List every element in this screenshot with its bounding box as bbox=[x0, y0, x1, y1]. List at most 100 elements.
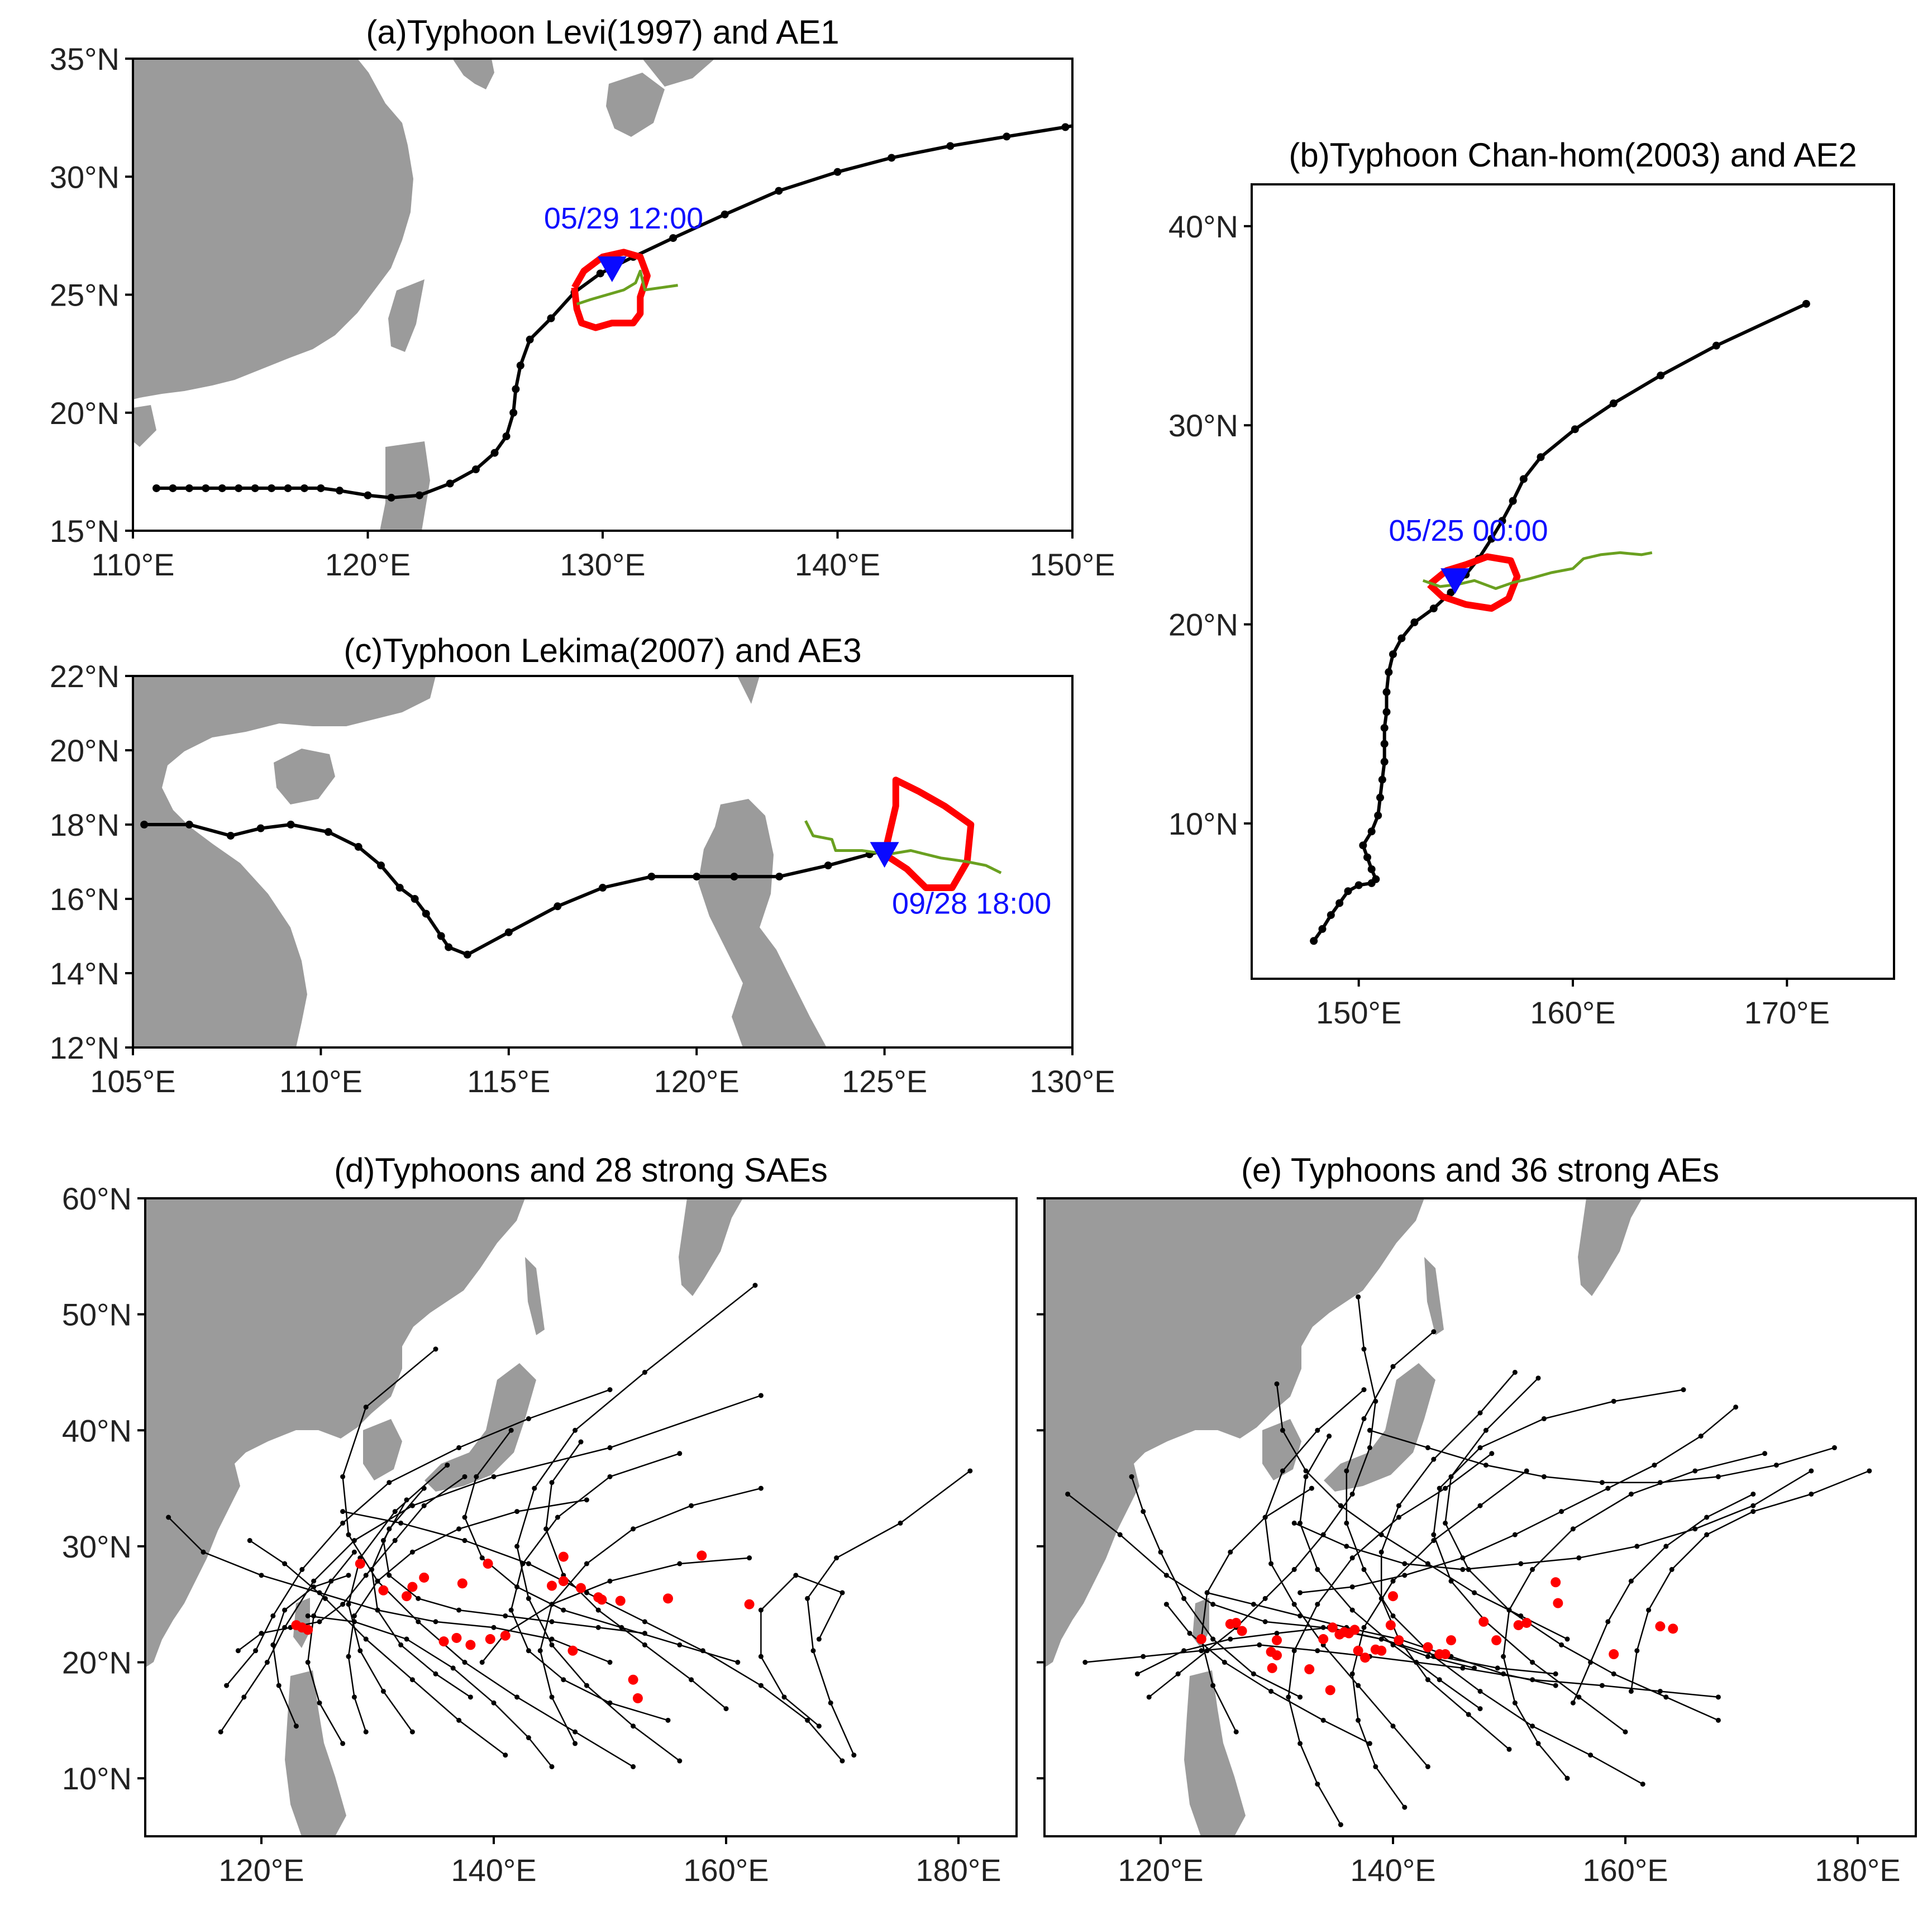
typhoon-track-point bbox=[888, 154, 896, 162]
typhoon-track-point bbox=[677, 1758, 683, 1764]
x-tick-label: 125°E bbox=[842, 1064, 927, 1099]
typhoon-track-point bbox=[758, 1393, 764, 1398]
typhoon-track-point bbox=[508, 1607, 514, 1613]
typhoon-track-point bbox=[824, 861, 832, 870]
axes-e: 120°E 140°E 160°E 180°E bbox=[1037, 1197, 1901, 1888]
typhoon-track-point bbox=[1257, 1642, 1262, 1647]
y-tick-label: 40°N bbox=[1168, 209, 1238, 244]
typhoon-track-point bbox=[1425, 1764, 1430, 1769]
land-luzon bbox=[380, 441, 430, 531]
typhoon-track-point bbox=[946, 142, 955, 150]
typhoon-track-point bbox=[502, 432, 511, 440]
typhoon-track-point bbox=[1158, 1549, 1163, 1555]
typhoon-track-point bbox=[1448, 1578, 1454, 1584]
typhoon-track-point bbox=[561, 1607, 566, 1613]
typhoon-track-point bbox=[1663, 1694, 1669, 1700]
typhoon-track-point bbox=[462, 1538, 468, 1544]
typhoon-track-point bbox=[642, 1619, 647, 1625]
typhoon-track-point bbox=[247, 1538, 252, 1544]
typhoon-track-point bbox=[1425, 1561, 1430, 1566]
typhoon-track-point bbox=[351, 1694, 357, 1700]
typhoon-track-point bbox=[967, 1468, 973, 1474]
typhoon-track-point bbox=[758, 1485, 764, 1491]
typhoon-track-point bbox=[398, 1642, 404, 1647]
typhoon-track-point bbox=[1640, 1782, 1645, 1787]
typhoon-track-point bbox=[642, 1369, 647, 1375]
typhoon-track-point bbox=[256, 824, 265, 832]
typhoon-track-point bbox=[512, 385, 520, 393]
typhoon-track-point bbox=[851, 1752, 857, 1758]
typhoon-track-point bbox=[1477, 1410, 1483, 1416]
typhoon-track bbox=[1433, 1389, 1684, 1733]
typhoon-track-point bbox=[336, 487, 344, 495]
typhoon-track-point bbox=[1512, 1532, 1518, 1537]
typhoon-track-point bbox=[380, 1538, 386, 1544]
eddy-point bbox=[407, 1582, 418, 1592]
typhoon-track bbox=[1287, 1452, 1492, 1825]
x-tick-label: 160°E bbox=[1530, 995, 1615, 1030]
eddy-point bbox=[1360, 1652, 1371, 1663]
typhoon-track-point bbox=[526, 1648, 531, 1654]
typhoon-track-point bbox=[140, 821, 149, 828]
typhoon-track-point bbox=[839, 1590, 845, 1596]
typhoon-track-point bbox=[1443, 1520, 1448, 1526]
typhoon-track-point bbox=[1559, 1642, 1564, 1647]
typhoon-track-point bbox=[1609, 399, 1618, 408]
typhoon-track-point bbox=[322, 1596, 328, 1601]
typhoon-track-point bbox=[282, 1561, 288, 1566]
y-tick-label: 12°N bbox=[50, 1030, 120, 1065]
typhoon-track-point bbox=[775, 187, 783, 195]
typhoon-track-point bbox=[549, 1642, 555, 1647]
typhoon-track-point bbox=[1310, 937, 1318, 945]
y-tick-label: 40°N bbox=[62, 1413, 132, 1448]
typhoon-track-point bbox=[1291, 1602, 1297, 1607]
typhoon-track-point bbox=[433, 1619, 438, 1625]
typhoon-track-point bbox=[1809, 1491, 1814, 1497]
typhoon-track-point bbox=[1460, 1555, 1466, 1561]
typhoon-track-point bbox=[1396, 1503, 1401, 1508]
typhoon-track-point bbox=[1564, 1775, 1570, 1781]
x-tick-label: 120°E bbox=[1118, 1852, 1203, 1888]
plot-frame-c bbox=[132, 675, 1074, 1049]
typhoon-track-point bbox=[392, 1538, 398, 1544]
eddy-point bbox=[1553, 1598, 1563, 1608]
plot-frame-d bbox=[144, 1197, 1018, 1837]
eddy-point bbox=[1478, 1616, 1489, 1627]
x-tick-label: 160°E bbox=[1582, 1852, 1668, 1888]
typhoon-track-point bbox=[1410, 618, 1419, 627]
eddy-point bbox=[1196, 1634, 1206, 1645]
axes-c: 105°E 110°E 115°E 120°E 125°E 130°E 12°N 14°N 16… bbox=[50, 659, 1115, 1099]
typhoon-track-point bbox=[311, 1578, 317, 1584]
typhoon-track-point bbox=[479, 1555, 485, 1561]
typhoon-track-point bbox=[456, 1607, 462, 1613]
typhoon-track-point bbox=[828, 1700, 833, 1706]
typhoon-track-point bbox=[816, 1636, 822, 1642]
y-tick-label: 25°N bbox=[50, 278, 120, 313]
typhoon-track bbox=[1300, 1406, 1737, 1594]
typhoon-track-point bbox=[1117, 1532, 1123, 1537]
land-philippines-d bbox=[285, 1670, 346, 1836]
typhoon-track bbox=[1294, 1470, 1812, 1570]
typhoon-track-point bbox=[1773, 1463, 1779, 1468]
typhoon-track-point bbox=[1652, 1463, 1657, 1468]
eddy-point bbox=[1349, 1625, 1360, 1635]
typhoon-track-point bbox=[514, 1544, 520, 1549]
eddy-point bbox=[465, 1640, 476, 1650]
eddy-point bbox=[558, 1576, 569, 1587]
typhoon-track-point bbox=[218, 1729, 223, 1735]
typhoon-track-point bbox=[1498, 517, 1506, 525]
typhoon-track-point bbox=[503, 1613, 508, 1618]
typhoon-track-point bbox=[555, 1515, 560, 1520]
typhoon-track bbox=[1264, 1389, 1429, 1768]
typhoon-track-point bbox=[1443, 1485, 1448, 1491]
typhoon-track-point bbox=[1537, 453, 1545, 461]
typhoon-track-point bbox=[293, 1723, 299, 1729]
typhoon-track-point bbox=[1571, 425, 1579, 434]
typhoon-track-point bbox=[1599, 1480, 1605, 1485]
typhoon-track-point bbox=[723, 1706, 729, 1712]
typhoon-track-point bbox=[1356, 1294, 1361, 1299]
typhoon-track-point bbox=[1291, 1520, 1297, 1526]
land-taiwan bbox=[388, 279, 424, 352]
date-label: 05/29 12:00 bbox=[544, 202, 703, 235]
